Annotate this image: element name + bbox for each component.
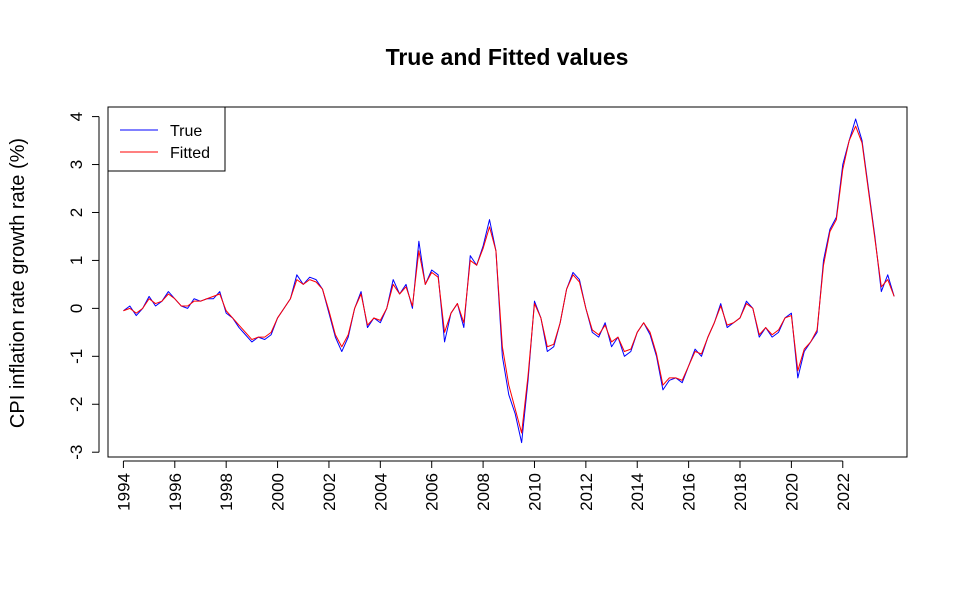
- legend: True Fitted: [107, 106, 226, 172]
- x-tick-label: 2004: [371, 473, 390, 511]
- x-tick-label: 1994: [114, 473, 133, 511]
- y-tick-label: 0: [67, 304, 86, 313]
- x-tick-label: 1996: [166, 473, 185, 511]
- y-tick-label: -2: [67, 397, 86, 412]
- x-axis: 1994 1996 1998 2000 2002 2004 2006 2008 2010 2012…: [114, 460, 853, 511]
- x-tick-label: 2000: [269, 473, 288, 511]
- y-tick-label: 1: [67, 256, 86, 265]
- x-tick-label: 2002: [320, 473, 339, 511]
- x-tick-label: 2006: [423, 473, 442, 511]
- series-line-true: [123, 118, 895, 444]
- y-tick-label: 4: [67, 112, 86, 121]
- y-tick-label: -3: [67, 445, 86, 460]
- y-tick-label: -1: [67, 349, 86, 364]
- x-tick-label: 2018: [731, 473, 750, 511]
- plot-lines: [123, 118, 895, 444]
- legend-label-fitted: Fitted: [170, 145, 210, 162]
- x-tick-label: 2014: [628, 473, 647, 511]
- x-tick-label: 2010: [525, 473, 544, 511]
- series-line-fitted: [123, 125, 895, 434]
- legend-label-true: True: [170, 123, 202, 140]
- x-tick-label: 2020: [782, 473, 801, 511]
- y-tick-label: 3: [67, 160, 86, 169]
- y-axis-label: CPI inflation rate growth rate (%): [7, 138, 29, 428]
- chart-title: True and Fitted values: [386, 44, 629, 70]
- x-tick-label: 2016: [680, 473, 699, 511]
- x-tick-label: 2008: [474, 473, 493, 511]
- y-tick-label: 2: [67, 208, 86, 217]
- plot-frame: [107, 106, 908, 458]
- y-axis: -3 -2 -1 0 1 2 3 4: [67, 112, 100, 460]
- x-tick-label: 2012: [577, 473, 596, 511]
- x-tick-label: 1998: [217, 473, 236, 511]
- legend-box: [107, 106, 226, 172]
- x-tick-label: 2022: [834, 473, 853, 511]
